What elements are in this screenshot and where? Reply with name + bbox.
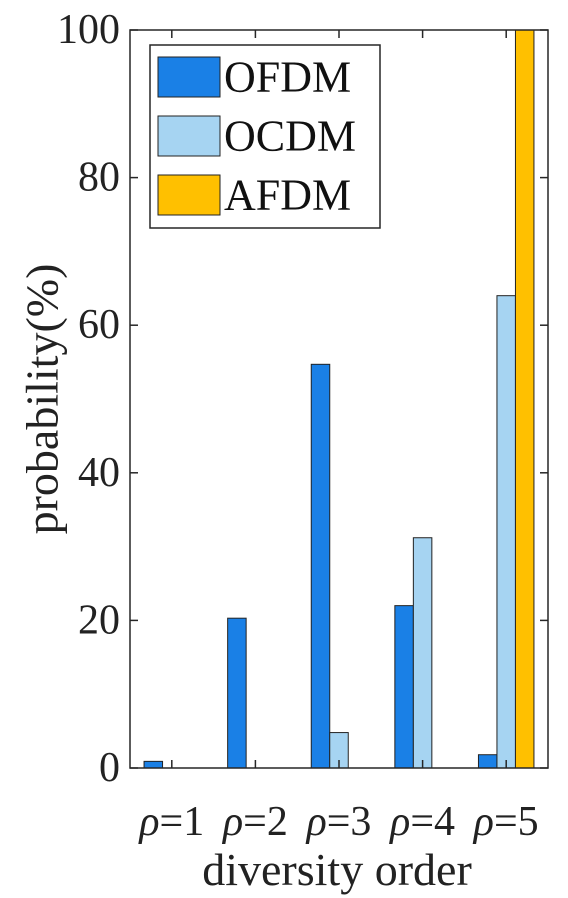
bar-ofdm-5 [477,754,498,769]
y-tick-label: 0 [99,745,120,791]
x-tick-label: ρ=4 [388,799,455,845]
legend-swatch-ofdm [157,56,221,98]
y-tick-label: 40 [78,450,120,496]
y-tick-label: 60 [78,302,120,348]
y-tick-labels: 0 20 40 60 80 100 [57,7,120,791]
bars-layer [143,29,535,769]
bar-ofdm-2 [227,617,247,769]
legend-swatch-ocdm [157,115,221,157]
bar-ocdm-4 [412,537,433,769]
legend-swatch-afdm [157,174,221,216]
y-tick-label: 100 [57,7,120,53]
legend: OFDM OCDM AFDM [149,44,381,229]
x-tick-label: ρ=5 [472,799,539,845]
ticks-layer [130,29,548,769]
x-axis-title: diversity order [202,844,472,895]
bar-ofdm-1 [143,760,164,769]
bar-ofdm-3 [310,363,331,769]
x-tick-label: ρ=3 [305,799,372,845]
y-tick-label: 80 [78,155,120,201]
y-axis-title: probability(%) [17,264,68,535]
y-tick-label: 20 [78,597,120,643]
legend-label-ofdm: OFDM [224,53,351,102]
x-tick-label: ρ=1 [137,799,204,845]
x-tick-label: ρ=2 [221,799,288,845]
bar-afdm-5 [514,29,535,769]
bar-ocdm-5 [496,295,516,769]
legend-label-ocdm: OCDM [224,112,356,161]
x-tick-labels: ρ=1 ρ=2 ρ=3 ρ=4 ρ=5 [137,799,538,845]
bar-ofdm-4 [394,605,414,769]
legend-label-afdm: AFDM [224,171,351,220]
